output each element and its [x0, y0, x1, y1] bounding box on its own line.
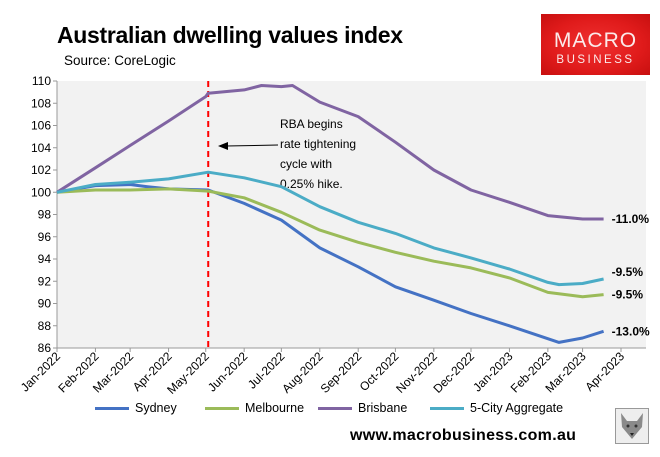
annotation-text: RBA begins: [280, 117, 343, 131]
y-tick-label: 100: [31, 185, 51, 199]
annotation-arrow-line: [225, 144, 279, 147]
chart-title: Australian dwelling values index: [57, 22, 403, 48]
annotation-arrowhead: [218, 142, 228, 150]
end-label: -9.5%: [612, 265, 644, 279]
annotation-text: cycle with: [280, 157, 332, 171]
y-tick-label: 110: [32, 74, 51, 88]
website-url: www.macrobusiness.com.au: [350, 427, 577, 444]
y-tick-label: 96: [38, 230, 52, 244]
logo-line1: MACRO: [553, 29, 638, 52]
wolf-logo-icon: [615, 408, 649, 444]
x-tick-label: Dec-2022: [430, 349, 477, 396]
end-label: -11.0%: [612, 212, 650, 226]
legend: Sydney Melbourne Brisbane 5-City Aggregate: [95, 401, 580, 415]
legend-item: Melbourne: [205, 401, 318, 415]
plot-area: [57, 81, 646, 348]
annotation-text: 0.25% hike.: [280, 177, 343, 191]
logo-line2: BUSINESS: [556, 54, 635, 66]
chart-source: Source: CoreLogic: [64, 53, 176, 68]
series-line-melbourne: [56, 187, 604, 299]
y-tick-label: 98: [38, 208, 52, 222]
series-line-sydney: [56, 183, 605, 344]
y-tick-label: 86: [38, 341, 52, 355]
end-label: -9.5%: [612, 288, 644, 302]
y-tick-label: 104: [31, 141, 51, 155]
x-tick-label: Sep-2022: [318, 349, 365, 396]
y-tick-label: 94: [38, 252, 52, 266]
legend-swatch: [318, 406, 352, 410]
legend-item: Sydney: [95, 401, 205, 415]
legend-swatch: [430, 406, 464, 410]
x-tick-label: Apr-2023: [582, 349, 627, 394]
y-tick-label: 92: [38, 274, 52, 288]
legend-item: Brisbane: [318, 401, 430, 415]
x-tick-label: Jun-2022: [205, 349, 251, 395]
y-tick-label: 88: [38, 319, 52, 333]
legend-item: 5-City Aggregate: [430, 401, 580, 415]
series-line-5-city-aggregate: [56, 170, 604, 287]
end-label: -13.0%: [612, 324, 650, 338]
legend-label: Brisbane: [358, 401, 408, 415]
y-tick-label: 90: [38, 297, 52, 311]
annotation-text: rate tightening: [280, 137, 356, 151]
legend-label: 5-City Aggregate: [470, 401, 564, 415]
series-line-brisbane: [56, 84, 604, 221]
y-tick-label: 102: [31, 163, 51, 177]
legend-swatch: [95, 406, 129, 410]
y-tick-label: 106: [31, 119, 51, 133]
legend-label: Sydney: [135, 401, 177, 415]
legend-label: Melbourne: [245, 401, 305, 415]
y-tick-label: 108: [31, 96, 51, 110]
macrobusiness-logo: MACRO BUSINESS: [541, 14, 650, 75]
legend-swatch: [205, 406, 239, 410]
